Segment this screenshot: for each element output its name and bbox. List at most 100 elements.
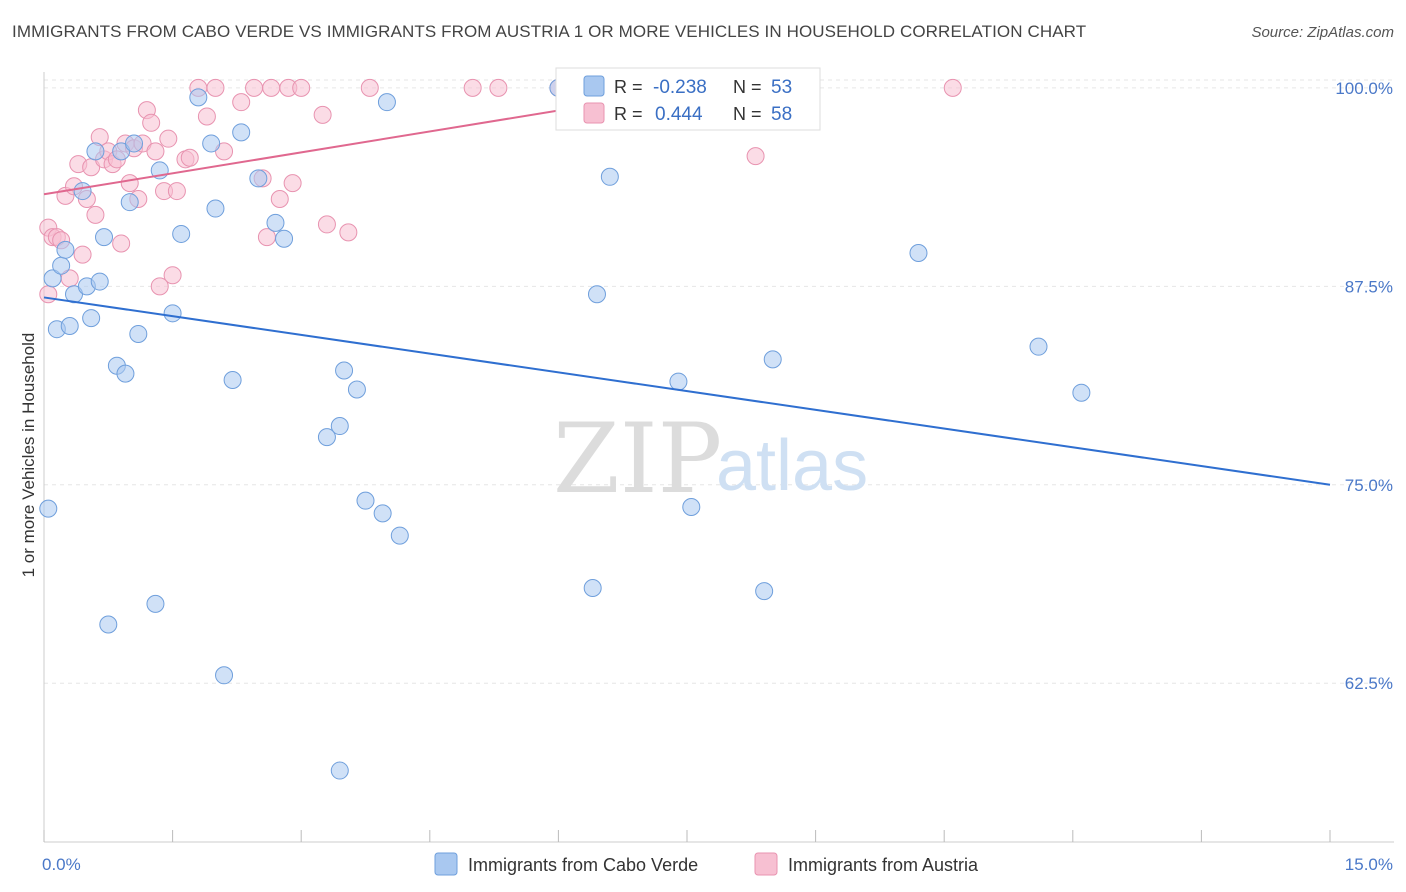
data-point: [86, 142, 105, 161]
data-point: [763, 350, 782, 369]
x-tick-label: 15.0%: [1345, 855, 1393, 874]
data-point: [52, 256, 71, 275]
watermark: ZIP atlas: [553, 403, 868, 515]
stats-swatch-blue: [583, 75, 605, 97]
data-point: [146, 594, 165, 613]
data-point: [669, 372, 688, 391]
series-austria-points: [39, 78, 962, 304]
stats-r-label: R =: [614, 77, 643, 97]
stats-r-value: -0.238: [653, 77, 707, 98]
data-point: [202, 134, 221, 153]
series-cabo-verde-points: [39, 78, 1091, 780]
data-point: [489, 78, 508, 97]
data-point: [163, 266, 182, 285]
data-point: [73, 245, 92, 264]
data-point: [86, 205, 105, 224]
data-point: [587, 285, 606, 304]
data-point: [746, 147, 765, 166]
data-point: [275, 229, 294, 248]
data-point: [142, 113, 161, 132]
data-point: [270, 190, 289, 209]
data-point: [116, 364, 135, 383]
stats-n-label: N =: [733, 104, 762, 124]
series-legend: Immigrants from Cabo Verde Immigrants fr…: [434, 852, 979, 876]
data-point: [283, 174, 302, 193]
data-point: [112, 142, 131, 161]
data-point: [390, 526, 409, 545]
data-point: [232, 123, 251, 142]
data-point: [159, 129, 178, 148]
data-point: [266, 213, 285, 232]
data-point: [99, 615, 118, 634]
stats-r-label: R =: [614, 104, 643, 124]
data-point: [163, 304, 182, 323]
data-point: [82, 309, 101, 328]
stats-r-value: 0.444: [655, 104, 703, 125]
data-point: [120, 174, 139, 193]
stats-n-value: 53: [771, 77, 792, 98]
legend-swatch-austria: [754, 852, 778, 876]
data-point: [249, 169, 268, 188]
watermark-atlas: atlas: [716, 426, 868, 506]
data-point: [682, 498, 701, 517]
y-axis-label: 1 or more Vehicles in Household: [19, 333, 38, 578]
data-point: [356, 491, 375, 510]
data-point: [232, 93, 251, 112]
data-point: [583, 578, 602, 597]
stats-legend: R = -0.238 N = 53 R = 0.444 N = 58: [555, 67, 821, 131]
data-point: [339, 223, 358, 242]
y-tick-label: 62.5%: [1345, 674, 1393, 693]
data-point: [1072, 383, 1091, 402]
data-point: [317, 215, 336, 234]
data-point: [90, 272, 109, 291]
data-point: [73, 182, 92, 201]
data-point: [206, 199, 225, 218]
data-point: [330, 761, 349, 780]
data-point: [197, 107, 216, 126]
stats-n-value: 58: [771, 104, 792, 125]
data-point: [463, 78, 482, 97]
data-point: [1029, 337, 1048, 356]
data-point: [909, 243, 928, 262]
grid-lines: [44, 79, 1394, 684]
data-point: [189, 88, 208, 107]
data-point: [262, 78, 281, 97]
data-point: [223, 371, 242, 389]
source-credit: Source: ZipAtlas.com: [1251, 24, 1394, 41]
data-point: [377, 93, 396, 112]
data-point: [150, 277, 169, 296]
data-point: [215, 142, 234, 161]
data-point: [600, 167, 619, 186]
stats-n-label: N =: [733, 77, 762, 97]
data-point: [347, 380, 366, 399]
stats-swatch-pink: [583, 102, 605, 124]
data-point: [206, 78, 225, 97]
data-point: [60, 317, 79, 336]
data-point: [129, 324, 148, 343]
axes: [43, 72, 1394, 843]
trend-line: [43, 296, 1331, 486]
data-point: [43, 269, 62, 288]
data-point: [330, 417, 349, 436]
data-point: [755, 582, 774, 601]
trend-line: [43, 101, 611, 196]
data-point: [317, 428, 336, 447]
legend-label-cabo-verde: Immigrants from Cabo Verde: [468, 855, 698, 875]
data-point: [56, 240, 75, 259]
trend-lines: [43, 101, 1331, 486]
data-point: [313, 105, 332, 124]
y-tick-label: 87.5%: [1345, 277, 1393, 296]
data-point: [120, 193, 139, 212]
chart-title: IMMIGRANTS FROM CABO VERDE VS IMMIGRANTS…: [12, 22, 1087, 41]
data-point: [95, 228, 114, 247]
data-point: [373, 504, 392, 523]
data-point: [146, 142, 165, 161]
tick-labels: 100.0% 87.5% 75.0% 62.5% 0.0% 15.0%: [42, 79, 1393, 874]
data-point: [292, 78, 311, 97]
data-point: [112, 234, 131, 253]
y-tick-label: 100.0%: [1335, 79, 1393, 98]
data-point: [360, 78, 379, 97]
data-point: [180, 148, 199, 167]
data-point: [125, 134, 144, 153]
